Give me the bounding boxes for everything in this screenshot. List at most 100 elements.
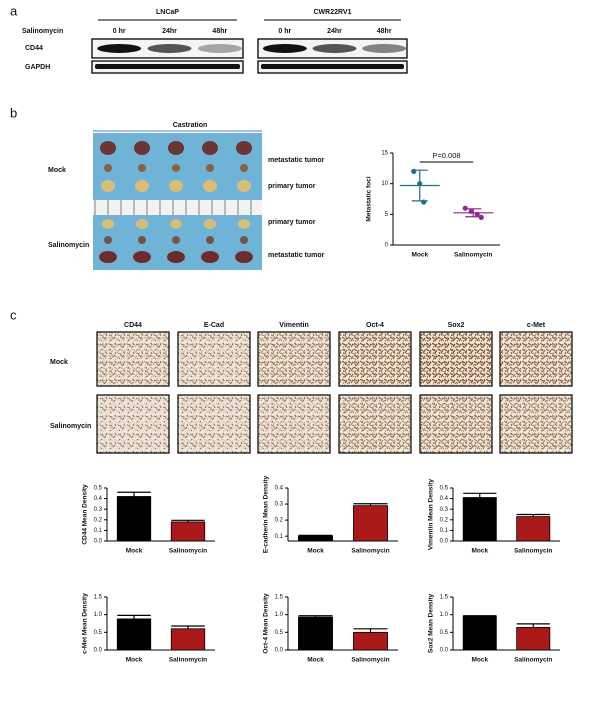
bar-hatch [171, 521, 205, 541]
bar [462, 615, 497, 651]
tumor [204, 219, 216, 229]
y-axis-label: Oct-4 Mean Density [263, 593, 270, 654]
y-tick-label: 0.5 [94, 630, 103, 636]
tumor [172, 236, 180, 244]
tumor-label: metastatic tumor [268, 157, 325, 164]
ruler [93, 200, 262, 215]
point [411, 168, 417, 174]
blot-band [312, 44, 357, 53]
tumor [99, 251, 117, 263]
tumor [236, 141, 252, 155]
blot-band [97, 44, 142, 53]
y-tick-label: 1.5 [440, 595, 449, 601]
blot-band [261, 64, 404, 69]
stain-label: Sox2 [448, 322, 465, 329]
stain-label: Vimentin [279, 322, 308, 329]
y-tick-label: 10 [381, 181, 388, 187]
x-tick-label: Mock [126, 548, 143, 555]
row-label: CD44 [25, 45, 43, 52]
group-label: Salinomycin [50, 423, 91, 430]
stain-overlay [340, 396, 410, 452]
point [468, 208, 474, 214]
y-tick-label: 1.5 [94, 595, 103, 601]
blot-band [262, 44, 307, 53]
y-tick-label: 0.3 [440, 507, 449, 513]
group-label: Mock [50, 359, 68, 366]
bar-hatch [516, 516, 550, 541]
point [474, 211, 480, 217]
bar [462, 497, 497, 542]
bar [116, 496, 152, 542]
time-label: 48hr [212, 28, 227, 35]
row-label: GAPDH [25, 64, 50, 71]
y-tick-label: 0.5 [440, 630, 449, 636]
y-tick-label: 0.1 [440, 528, 449, 534]
bar-hatch [353, 632, 388, 650]
y-axis-label: CD44 Mean Density [82, 484, 89, 545]
tumor [167, 251, 185, 263]
y-tick-label: 0.4 [275, 486, 284, 492]
stain-overlay [421, 396, 491, 452]
tumor-label: primary tumor [268, 219, 316, 226]
tumor [201, 251, 219, 263]
y-tick-label: 1.5 [275, 595, 284, 601]
tumor [104, 164, 112, 172]
stain-label: E-Cad [204, 322, 224, 329]
y-tick-label: 0 [385, 243, 389, 249]
x-tick-label: Mock [471, 657, 488, 664]
x-tick-label: Salinomycin [169, 548, 207, 555]
point [462, 205, 468, 211]
x-tick-label: Salinomycin [169, 657, 207, 664]
y-tick-label: 0.2 [275, 518, 284, 524]
x-tick-label: Mock [307, 548, 324, 555]
x-tick-label: Salinomycin [351, 548, 389, 555]
y-axis-label: Vimentin Mean Density [428, 479, 435, 550]
treatment-label: Salinomycin [22, 28, 63, 35]
tumor [102, 219, 114, 229]
bar-hatch [516, 627, 550, 650]
y-tick-label: 1.0 [94, 612, 103, 618]
stain-overlay [421, 333, 491, 385]
blot-band [362, 44, 407, 53]
time-label: 24hr [162, 28, 177, 35]
stain-overlay [501, 333, 571, 385]
point [417, 181, 423, 187]
tumor [240, 236, 248, 244]
y-tick-label: 0.4 [94, 496, 103, 502]
y-tick-label: 0.0 [94, 648, 103, 654]
y-axis-label: E-cadherin Mean Density [263, 475, 270, 553]
stain-overlay [179, 333, 249, 385]
tumor [235, 251, 253, 263]
tumor [206, 164, 214, 172]
x-tick-label: Salinomycin [514, 657, 552, 664]
stain-overlay [501, 396, 571, 452]
tumor [240, 164, 248, 172]
time-label: 24hr [327, 28, 342, 35]
tumor [138, 236, 146, 244]
y-tick-label: 0.3 [94, 507, 103, 513]
tumor [169, 180, 183, 192]
time-label: 0 hr [113, 28, 126, 35]
stain-overlay [259, 396, 329, 452]
y-tick-label: 0.0 [440, 539, 449, 545]
tumor [203, 180, 217, 192]
stain-label: Oct-4 [366, 322, 384, 329]
panel-label: a [10, 3, 18, 18]
blot-band [95, 64, 240, 69]
time-label: 48hr [377, 28, 392, 35]
annotation: P=0.008 [432, 151, 460, 160]
tumor [202, 141, 218, 155]
tumor [135, 180, 149, 192]
panel-label: b [10, 105, 17, 120]
x-tick-label: Salinomycin [454, 252, 492, 259]
y-tick-label: 0.1 [275, 534, 284, 540]
tumor [134, 141, 150, 155]
tumor [104, 236, 112, 244]
cell-line: LNCaP [156, 9, 179, 16]
y-tick-label: 0.0 [440, 648, 449, 654]
stain-label: CD44 [124, 322, 142, 329]
blot-band [197, 44, 242, 53]
tumor-label: primary tumor [268, 183, 316, 190]
tumor [170, 219, 182, 229]
x-tick-label: Salinomycin [514, 548, 552, 555]
